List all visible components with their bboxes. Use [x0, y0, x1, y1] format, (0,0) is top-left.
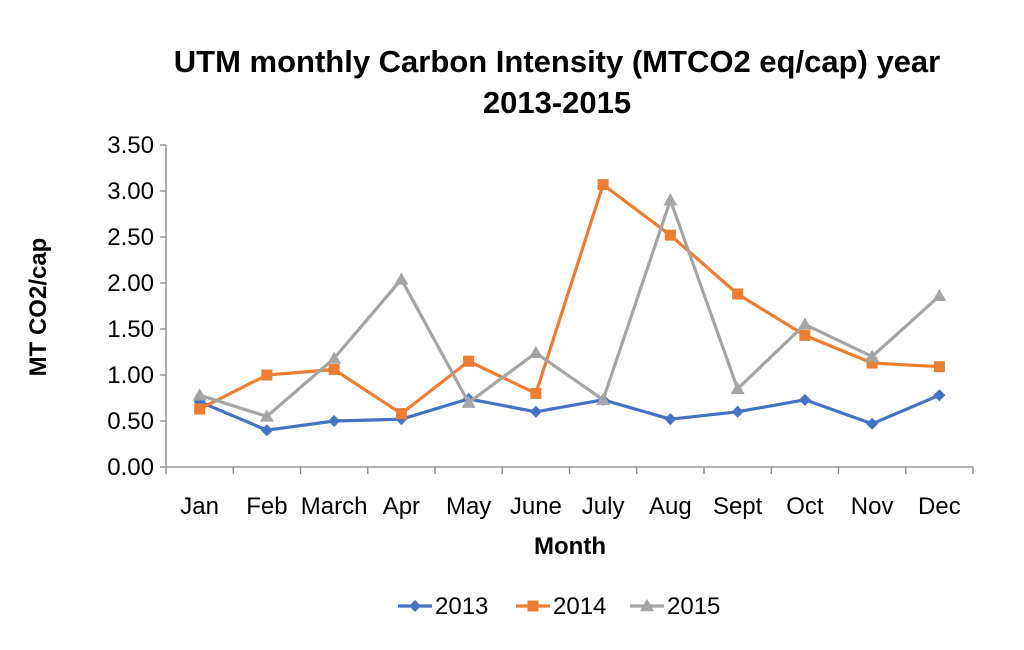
data-point-2015	[192, 388, 207, 401]
data-point-2015	[259, 409, 274, 422]
data-point-2013	[664, 413, 677, 426]
data-point-2015	[932, 288, 947, 302]
y-tick-label: 0.50	[107, 408, 154, 435]
data-point-2015	[797, 317, 812, 330]
data-point-2015	[596, 392, 611, 406]
data-point-2014	[395, 408, 407, 420]
data-point-2014	[194, 403, 206, 415]
x-tick-label: Nov	[851, 493, 894, 520]
data-point-2014	[530, 387, 542, 399]
data-point-2015	[663, 193, 678, 206]
data-point-2015	[528, 345, 543, 359]
legend-marker-2013	[409, 600, 421, 612]
legend-item-2014: 2014	[516, 593, 606, 620]
data-point-2014	[597, 179, 609, 191]
data-point-2015	[327, 351, 342, 364]
data-point-2014	[933, 361, 945, 373]
series-line-2014	[198, 183, 940, 416]
data-point-2014	[732, 288, 744, 300]
data-point-2013	[798, 393, 811, 406]
legend-marker-2015	[640, 599, 654, 612]
y-tick-label: 3.00	[107, 178, 154, 205]
y-tick-label: 1.00	[107, 362, 154, 389]
x-tick-label: Dec	[918, 493, 961, 520]
legend-item-2015: 2015	[630, 593, 720, 620]
chart-title-line-2: 2013-2015	[483, 85, 631, 120]
legend-item-2013: 2013	[398, 593, 488, 620]
data-point-2015	[394, 272, 409, 285]
y-tick-label: 2.50	[107, 224, 154, 251]
x-tick-label: Feb	[246, 493, 287, 520]
x-tick-label: June	[510, 493, 562, 520]
data-point-2015	[461, 395, 476, 408]
x-tick-label: Apr	[383, 493, 420, 520]
y-tick-label: 0.00	[107, 454, 154, 481]
data-point-2015	[730, 381, 745, 395]
plot-area: 0.00 0.50 1.00 1.50 2.00 2.50 3.00 3.50 Jan Feb Ma…	[107, 132, 974, 520]
data-point-2014	[799, 329, 811, 341]
x-tick-label: March	[301, 493, 368, 520]
data-point-2013	[933, 389, 946, 402]
data-point-2014	[328, 363, 340, 375]
x-axis-title: Month	[534, 533, 606, 560]
x-tick-label: Jan	[180, 493, 219, 520]
y-axis-title: MT CO2/cap	[25, 238, 52, 377]
legend: 2013 2014 2015	[398, 593, 720, 620]
series-line-2013	[198, 393, 941, 432]
x-tick-label: May	[446, 493, 491, 520]
legend-label-2014: 2014	[553, 593, 606, 620]
x-tick-label: Oct	[786, 493, 824, 520]
legend-label-2013: 2013	[435, 593, 488, 620]
data-point-2014	[664, 229, 676, 241]
legend-label-2015: 2015	[667, 593, 720, 620]
legend-marker-2014	[527, 600, 539, 612]
y-tick-label: 2.00	[107, 270, 154, 297]
y-tick-label: 3.50	[107, 132, 154, 159]
x-tick-label: July	[582, 493, 625, 520]
data-point-2013	[260, 424, 273, 437]
y-tick-label: 1.50	[107, 316, 154, 343]
chart-title-line-1: UTM monthly Carbon Intensity (MTCO2 eq/c…	[174, 44, 940, 79]
data-point-2015	[865, 349, 880, 362]
data-point-2014	[463, 355, 475, 367]
x-tick-label: Sept	[713, 493, 763, 520]
data-point-2014	[261, 369, 273, 381]
data-point-2014	[866, 357, 878, 369]
data-point-2013	[529, 405, 542, 418]
x-tick-label: Aug	[649, 493, 692, 520]
series-line-2015	[199, 198, 941, 418]
data-point-2013	[328, 415, 341, 427]
data-point-2013	[866, 417, 879, 430]
data-point-2013	[731, 405, 744, 418]
